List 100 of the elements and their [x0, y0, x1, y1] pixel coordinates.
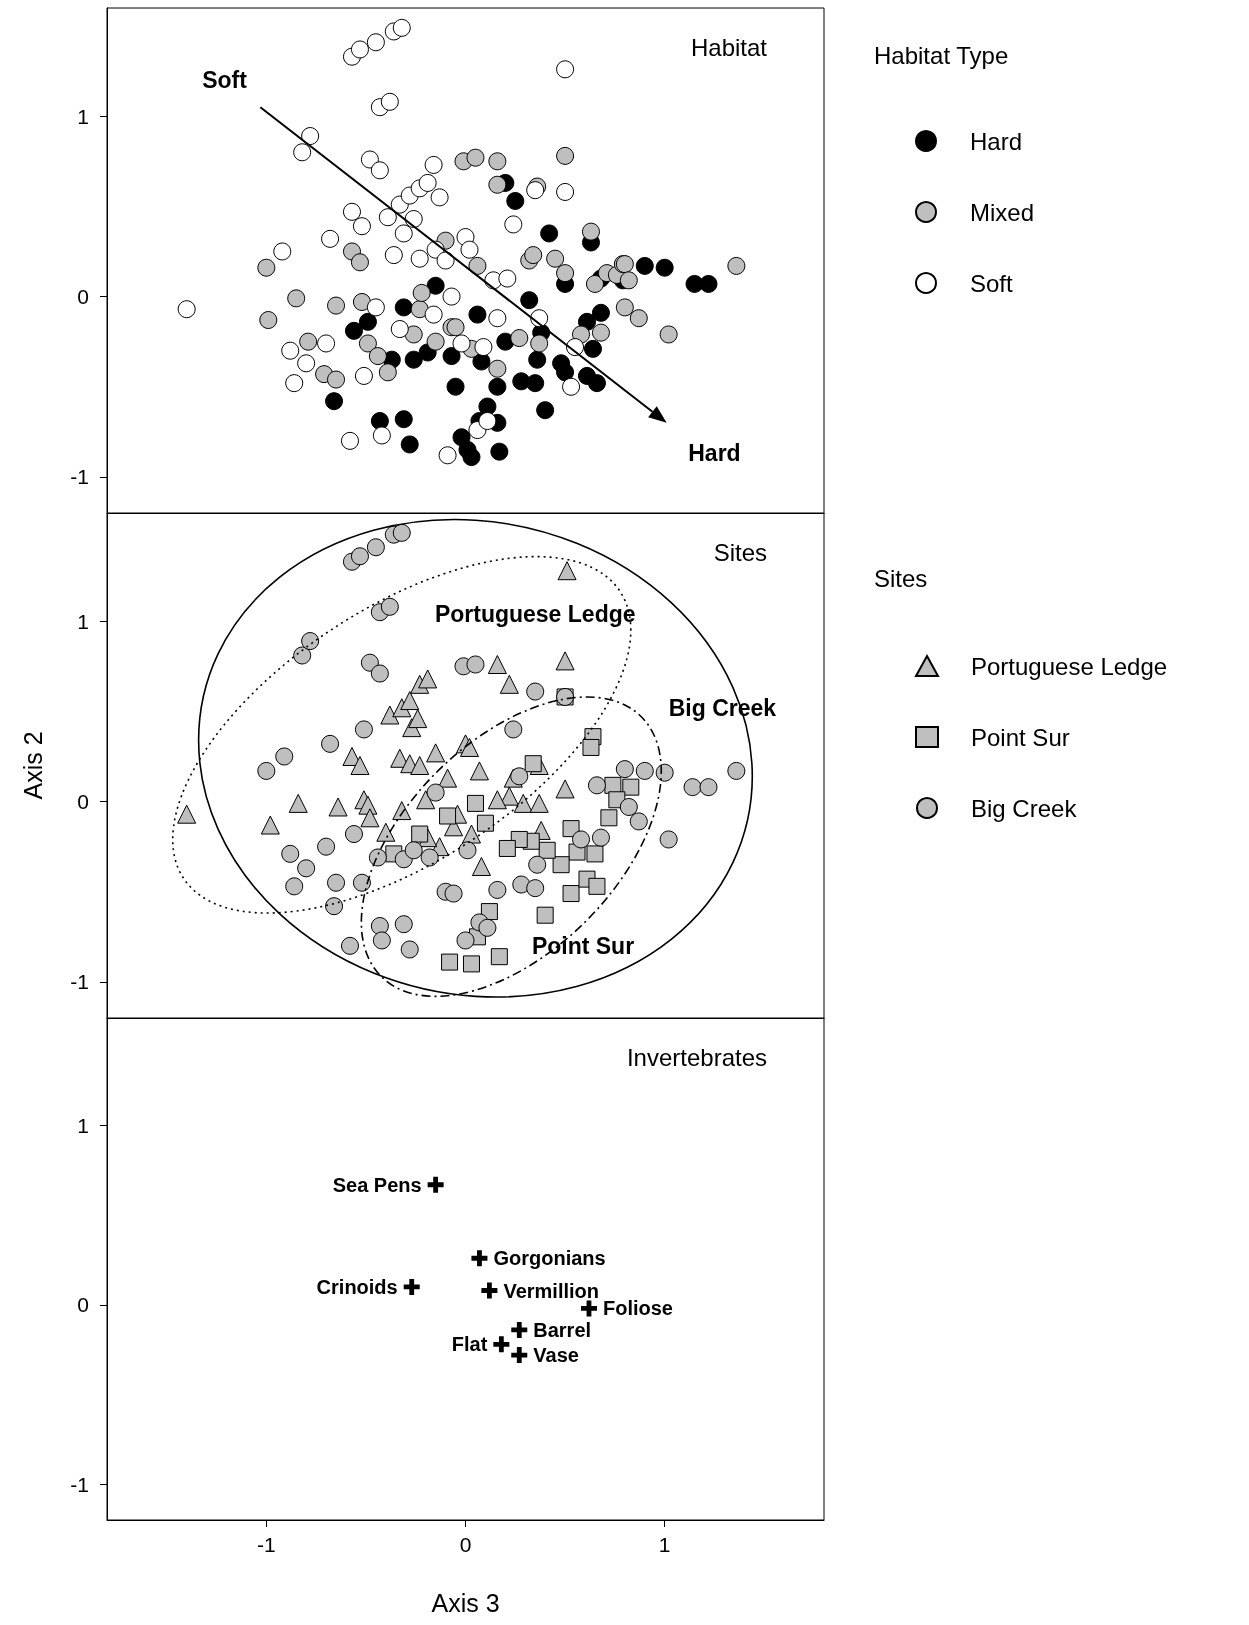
point — [538, 841, 556, 859]
y-tick-label: 0 — [77, 1293, 89, 1317]
point — [526, 374, 545, 393]
point — [358, 312, 377, 331]
point — [552, 856, 570, 874]
point — [727, 256, 746, 275]
point — [490, 442, 509, 461]
point — [442, 347, 461, 366]
point — [259, 311, 278, 330]
point — [471, 1250, 488, 1267]
point — [557, 561, 577, 581]
point — [524, 246, 543, 265]
y-tick-label: -1 — [70, 465, 89, 489]
point — [583, 339, 602, 358]
legend-label: Big Creek — [971, 794, 1078, 822]
point — [556, 264, 575, 283]
point — [600, 809, 618, 827]
point — [622, 778, 640, 796]
point — [260, 815, 280, 835]
point — [529, 793, 549, 813]
y-tick-label: 0 — [77, 285, 89, 309]
point — [376, 822, 396, 842]
point — [587, 374, 606, 393]
point — [488, 175, 507, 194]
point — [487, 790, 507, 810]
point — [412, 283, 431, 302]
point — [360, 808, 380, 828]
point — [582, 738, 600, 756]
text: Habitat — [690, 33, 768, 61]
point — [350, 253, 369, 272]
point — [446, 377, 465, 396]
point — [530, 334, 549, 353]
point — [328, 797, 348, 817]
point — [555, 779, 575, 799]
legend-title: Sites — [874, 564, 928, 592]
point — [591, 303, 610, 322]
point — [488, 359, 507, 378]
point — [588, 877, 606, 895]
point — [536, 401, 555, 420]
point — [562, 820, 580, 838]
point — [299, 332, 318, 351]
point — [400, 435, 419, 454]
point — [426, 743, 446, 763]
legend-label: Soft — [970, 269, 1014, 297]
y-tick-label: -1 — [70, 970, 89, 994]
point — [427, 1176, 444, 1193]
x-tick-label: 1 — [658, 1533, 671, 1556]
point — [446, 318, 465, 337]
point — [439, 807, 457, 825]
point — [327, 296, 346, 315]
data-label: Crinoids — [316, 1275, 398, 1298]
point — [392, 801, 412, 821]
point — [352, 292, 371, 311]
x-tick-label: -1 — [256, 1533, 276, 1556]
point — [555, 651, 575, 671]
point — [426, 332, 445, 351]
point — [581, 222, 600, 241]
point — [462, 955, 480, 973]
point — [585, 274, 604, 293]
point — [478, 412, 497, 431]
point — [506, 191, 525, 210]
point — [394, 410, 413, 429]
point — [608, 791, 626, 809]
legend-title: Habitat Type — [874, 41, 1009, 69]
point — [511, 1347, 528, 1364]
point — [488, 152, 507, 171]
point — [511, 1321, 528, 1338]
data-label: Foliose — [602, 1297, 673, 1320]
point — [556, 146, 575, 165]
point — [466, 794, 484, 812]
text: Invertebrates — [626, 1043, 767, 1071]
point — [488, 377, 507, 396]
legend-label: Hard — [970, 127, 1023, 155]
x-tick-label: 0 — [459, 1533, 472, 1556]
annotation: Point Sur — [531, 932, 635, 959]
point — [177, 804, 197, 824]
data-label: Vermillion — [503, 1279, 599, 1302]
y-tick-label: 0 — [77, 790, 89, 814]
legend-label: Portuguese Ledge — [971, 652, 1168, 680]
point — [490, 948, 508, 966]
point — [358, 334, 377, 353]
point — [513, 793, 533, 813]
point — [408, 709, 428, 729]
legend-label: Point Sur — [971, 723, 1070, 751]
point — [404, 325, 423, 344]
point — [344, 321, 363, 340]
point — [498, 839, 516, 857]
y-tick-label: 1 — [77, 609, 89, 633]
point — [478, 397, 497, 416]
point — [350, 756, 370, 775]
point — [487, 655, 507, 674]
point — [288, 793, 308, 813]
point — [452, 334, 471, 353]
point — [699, 274, 718, 293]
annotation: Portuguese Ledge — [434, 601, 636, 627]
point — [499, 674, 519, 694]
point — [536, 906, 554, 924]
point — [468, 256, 487, 275]
y-tick-label: 1 — [77, 104, 89, 128]
point — [635, 256, 654, 275]
